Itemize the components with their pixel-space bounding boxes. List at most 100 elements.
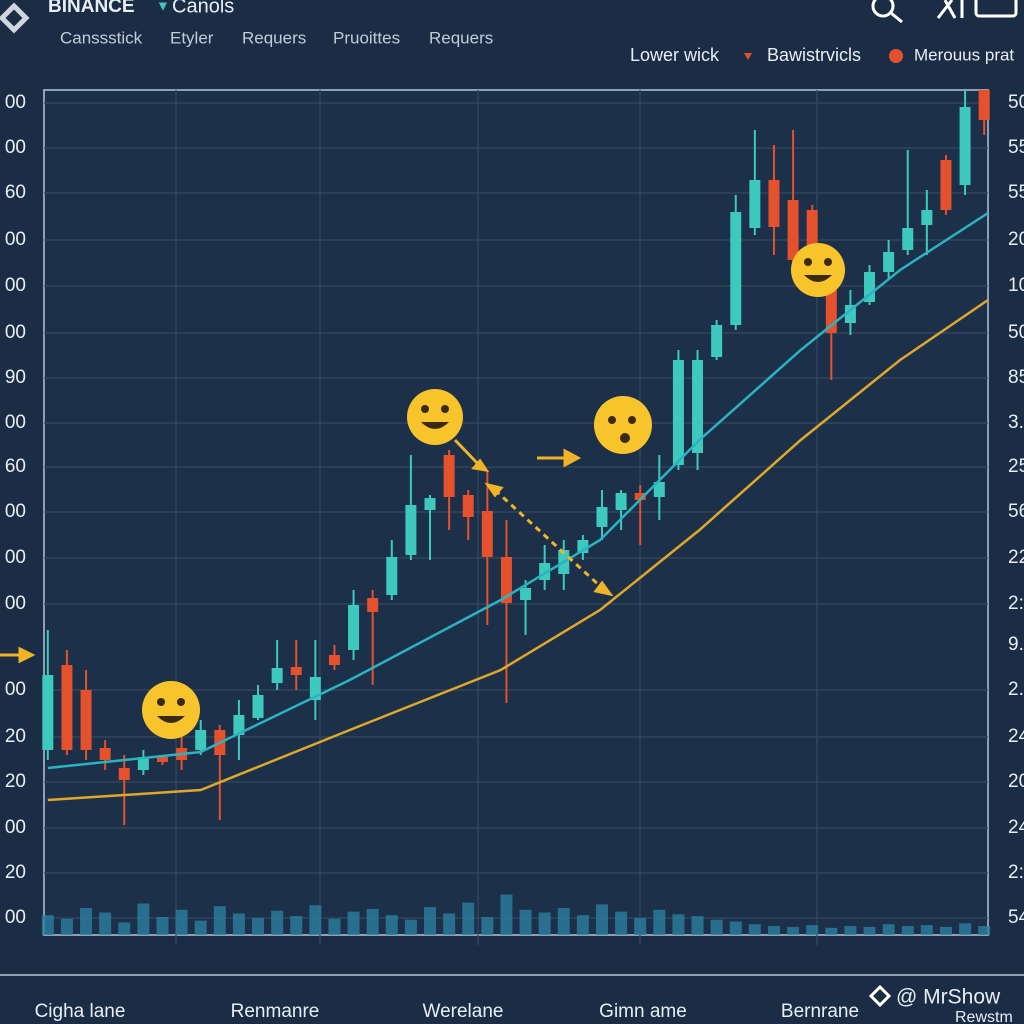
candle-body	[653, 482, 665, 497]
y-axis-label: 00	[5, 547, 26, 568]
volume-bar	[844, 926, 857, 935]
logo	[0, 2, 30, 34]
candle-body	[959, 107, 971, 185]
chart-marks	[41, 90, 991, 935]
corner-text: Rewstm	[955, 1009, 1013, 1024]
volume-bar	[615, 911, 628, 935]
search-icon[interactable]	[871, 0, 903, 24]
candle-body	[787, 200, 799, 260]
volume-bar	[194, 920, 207, 935]
candle-body	[520, 588, 532, 600]
volume-bar	[882, 924, 895, 935]
watermark-logo	[868, 984, 892, 1008]
y2-axis-label: 20	[1008, 771, 1024, 792]
candle-body	[156, 757, 168, 762]
volume-bar	[576, 915, 589, 935]
volume-bar	[424, 907, 437, 935]
arrows	[0, 438, 614, 664]
y2-axis-label: 3.	[1008, 412, 1024, 433]
y-axis-label: 00	[5, 412, 26, 433]
volume-bar	[347, 911, 360, 935]
y-axis-label: 00	[5, 322, 26, 343]
legend-label: Lower wick	[630, 45, 720, 65]
y-axis-label: 00	[5, 137, 26, 158]
tool-icon[interactable]	[936, 0, 964, 19]
candle-body	[806, 210, 818, 255]
tab[interactable]: Canssstick	[60, 28, 143, 47]
page-title: Canols	[172, 0, 234, 17]
dropdown-caret[interactable]: ▼	[156, 0, 170, 14]
volume-bar	[156, 917, 169, 935]
y-axis-label: 20	[5, 771, 26, 792]
volume-bar	[309, 905, 322, 935]
candle-body	[42, 675, 54, 750]
y2-axis-label: 25	[1008, 456, 1024, 477]
volume-bar	[137, 903, 150, 935]
y-axis-label: 00	[5, 229, 26, 250]
volume-bar	[175, 909, 188, 935]
volume-bar	[519, 909, 532, 935]
tab[interactable]: Etyler	[170, 28, 214, 47]
legend-label: Bawistrvicls	[767, 45, 861, 65]
volume-bar	[290, 916, 303, 935]
x-axis-label: Renmanre	[231, 1001, 320, 1022]
candle-body	[386, 557, 398, 595]
candle-body	[99, 748, 111, 760]
candle-body	[118, 768, 130, 780]
candle-body	[252, 695, 264, 718]
volume-bar	[443, 913, 456, 935]
window-icon[interactable]	[974, 0, 1018, 18]
candle-body	[348, 605, 360, 650]
volume-bar	[99, 912, 112, 935]
volume-bar	[748, 924, 761, 935]
y-axis-label: 00	[5, 92, 26, 113]
candle-body	[233, 715, 245, 735]
y2-axis-label: 50	[1008, 92, 1024, 113]
volume-bar	[328, 918, 341, 935]
emoji	[594, 396, 652, 454]
y2-axis-label: 2:	[1008, 862, 1024, 883]
y-axis-label: 00	[5, 817, 26, 838]
y-axis-label: 20	[5, 726, 26, 747]
volume-bar	[901, 926, 914, 935]
volume-bar	[729, 921, 742, 935]
candle-body	[137, 757, 149, 770]
volume-bar	[653, 909, 666, 935]
candle-body	[80, 690, 92, 750]
candle-body	[902, 228, 914, 250]
volume-bar	[118, 922, 131, 935]
tab[interactable]: Pruoittes	[333, 28, 400, 47]
volume-bar	[959, 923, 972, 935]
candle-body	[692, 360, 704, 453]
candle-body	[405, 505, 417, 555]
tab[interactable]: Requers	[429, 28, 493, 47]
y2-axis-label: 56	[1008, 501, 1024, 522]
candle-body	[749, 180, 761, 228]
candle-body	[500, 557, 512, 603]
volume-bar	[60, 918, 73, 935]
y-axis-label: 60	[5, 182, 26, 203]
volume-bar	[787, 926, 800, 935]
volume-bar	[500, 894, 513, 935]
tab[interactable]: Requers	[242, 28, 306, 47]
y2-axis-label: 55	[1008, 182, 1024, 203]
volume-bar	[557, 908, 570, 935]
candle-body	[290, 667, 302, 675]
candle-body	[711, 325, 723, 357]
y2-axis-label: 22	[1008, 547, 1024, 568]
candle-body	[768, 180, 780, 227]
y2-axis-label: 102	[1008, 275, 1024, 296]
y-axis-label: 00	[5, 907, 26, 928]
emoji	[407, 389, 463, 445]
candle-body	[596, 507, 608, 527]
volume-bar	[806, 925, 819, 935]
y2-axis-label: 85	[1008, 367, 1024, 388]
candle-body	[462, 495, 474, 517]
candle-body	[615, 493, 627, 510]
candle-body	[883, 252, 895, 272]
volume-bar	[978, 926, 991, 935]
candle-body	[864, 272, 876, 302]
candle-body	[61, 665, 73, 750]
